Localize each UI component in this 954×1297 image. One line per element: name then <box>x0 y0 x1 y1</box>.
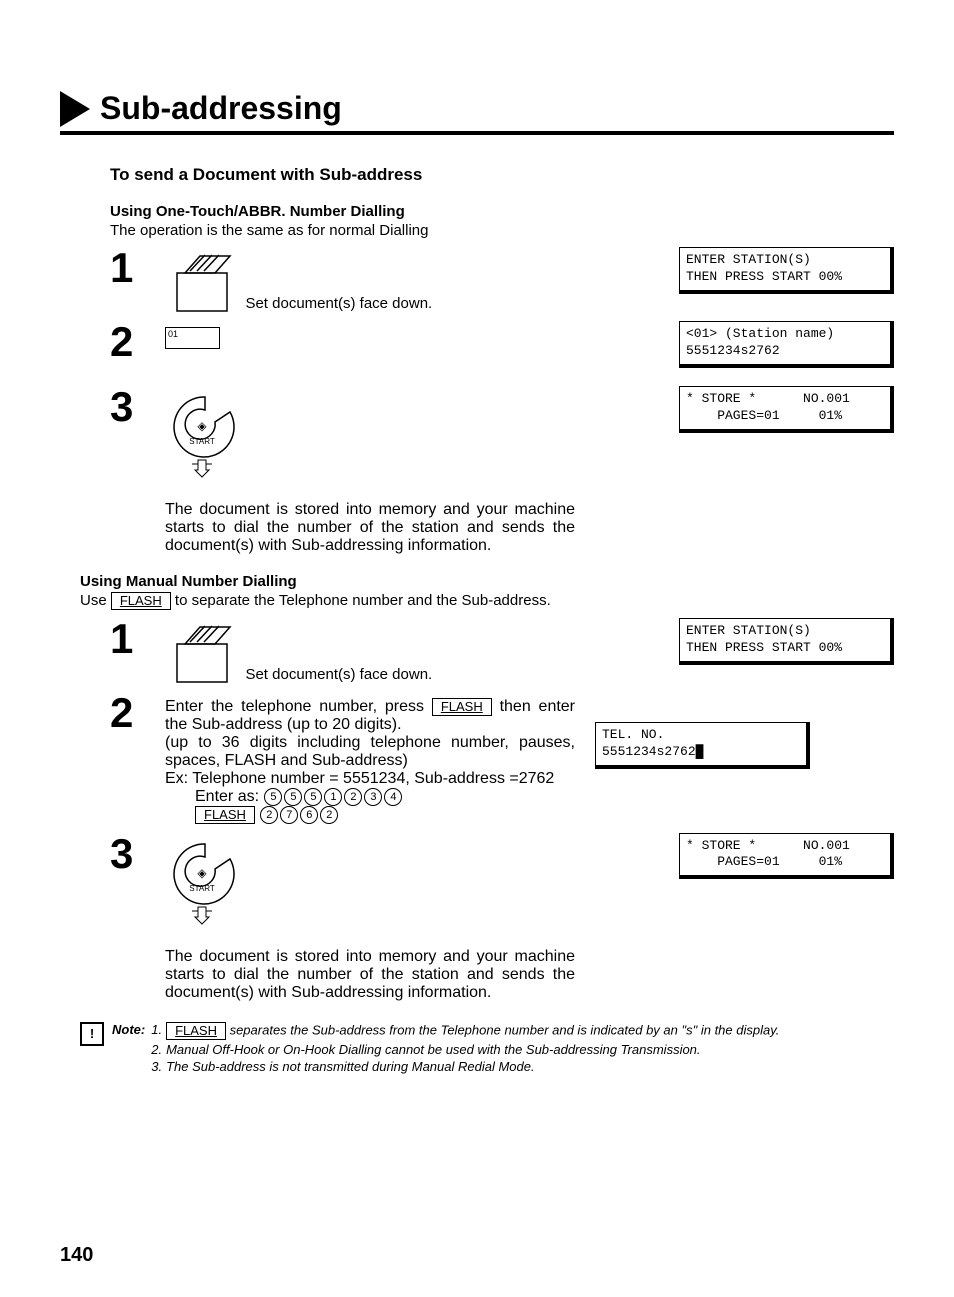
m2-step2-line1: Enter the telephone number, press FLASH … <box>165 698 575 734</box>
m2-step3-paragraph: The document is stored into memory and y… <box>165 942 595 1002</box>
digit-key-icon: 7 <box>280 806 298 824</box>
m2-step1-text: Set document(s) face down. <box>245 666 432 683</box>
step-para-row: The document is stored into memory and y… <box>110 495 894 555</box>
digit-key-icon: 5 <box>304 788 322 806</box>
lcd-display: <01> (Station name) 5551234s2762 <box>679 321 894 368</box>
flash-digits-row: FLASH 2762 <box>165 806 575 824</box>
section-heading: To send a Document with Sub-address <box>110 165 894 185</box>
flash-key-icon: FLASH <box>166 1022 226 1040</box>
flash-key-icon: FLASH <box>432 698 492 716</box>
title-row: Sub-addressing <box>60 90 894 135</box>
step-number: 3 <box>110 833 165 875</box>
note-item: 1. FLASH separates the Sub-address from … <box>151 1022 894 1040</box>
step-row: 2 Enter the telephone number, press FLAS… <box>110 692 894 825</box>
note-item: 2. Manual Off-Hook or On-Hook Dialling c… <box>151 1042 894 1057</box>
lcd-display: * STORE * NO.001 PAGES=01 01% <box>679 386 894 433</box>
caution-icon: ! <box>80 1022 104 1046</box>
svg-text:◈: ◈ <box>197 419 207 433</box>
m2-step2-line3: Ex: Telephone number = 5551234, Sub-addr… <box>165 770 575 788</box>
step-row: 3 ◈ START * STORE * NO.001 PAGES=01 01% <box>110 386 894 487</box>
lcd-display: ENTER STATION(S) THEN PRESS START 00% <box>679 247 894 294</box>
page-number: 140 <box>60 1244 93 1267</box>
document-tray-icon <box>165 253 235 313</box>
m2-step2-line2: (up to 36 digits including telephone num… <box>165 734 575 770</box>
step-number: 2 <box>110 321 165 363</box>
flash-key-icon: FLASH <box>195 806 255 824</box>
step-row: 3 ◈ START * STORE * NO.001 PAGES=01 01% <box>110 833 894 934</box>
svg-text:START: START <box>189 437 215 446</box>
note-item: 3. The Sub-address is not transmitted du… <box>151 1059 894 1074</box>
step-number: 2 <box>110 692 165 734</box>
digit-key-icon: 2 <box>260 806 278 824</box>
start-button-icon: ◈ START <box>165 392 245 482</box>
enter-as-row: Enter as: 5551234 <box>165 788 575 806</box>
step3-paragraph: The document is stored into memory and y… <box>165 495 595 555</box>
digit-key-icon: 2 <box>320 806 338 824</box>
one-touch-key-icon: 01 <box>165 327 220 349</box>
method2-heading: Using Manual Number Dialling <box>80 573 894 590</box>
flash-key-icon: FLASH <box>111 592 171 610</box>
method2-intro: Use FLASH to separate the Telephone numb… <box>80 592 894 610</box>
lcd-display: TEL. NO. 5551234s2762 <box>595 722 810 769</box>
step-para-row: The document is stored into memory and y… <box>110 942 894 1002</box>
method1-heading: Using One-Touch/ABBR. Number Dialling <box>110 203 894 220</box>
lcd-display: ENTER STATION(S) THEN PRESS START 00% <box>679 618 894 665</box>
start-button-icon: ◈ START <box>165 839 245 929</box>
digit-key-icon: 1 <box>324 788 342 806</box>
step-number: 1 <box>110 247 165 289</box>
digit-key-icon: 4 <box>384 788 402 806</box>
play-triangle-icon <box>60 91 90 127</box>
digit-key-icon: 5 <box>284 788 302 806</box>
page-title: Sub-addressing <box>100 90 342 127</box>
step-number: 1 <box>110 618 165 660</box>
manual-page: Sub-addressing To send a Document with S… <box>0 0 954 1297</box>
note-block: ! Note: 1. FLASH separates the Sub-addre… <box>80 1022 894 1076</box>
step-number: 3 <box>110 386 165 428</box>
step1-text: Set document(s) face down. <box>245 295 432 312</box>
step-row: 2 01 <01> (Station name) 5551234s2762 <box>110 321 894 378</box>
document-tray-icon <box>165 624 235 684</box>
digit-key-icon: 3 <box>364 788 382 806</box>
svg-text:◈: ◈ <box>197 866 207 880</box>
digit-key-icon: 6 <box>300 806 318 824</box>
note-label: Note: <box>112 1022 145 1037</box>
step-row: 1 Set document(s) face down. ENTER STATI… <box>110 618 894 684</box>
digit-key-icon: 5 <box>264 788 282 806</box>
method1-intro: The operation is the same as for normal … <box>110 222 894 239</box>
svg-text:START: START <box>189 884 215 893</box>
step-row: 1 Set document(s) face down. ENTER STATI… <box>110 247 894 313</box>
lcd-display: * STORE * NO.001 PAGES=01 01% <box>679 833 894 880</box>
digit-key-icon: 2 <box>344 788 362 806</box>
